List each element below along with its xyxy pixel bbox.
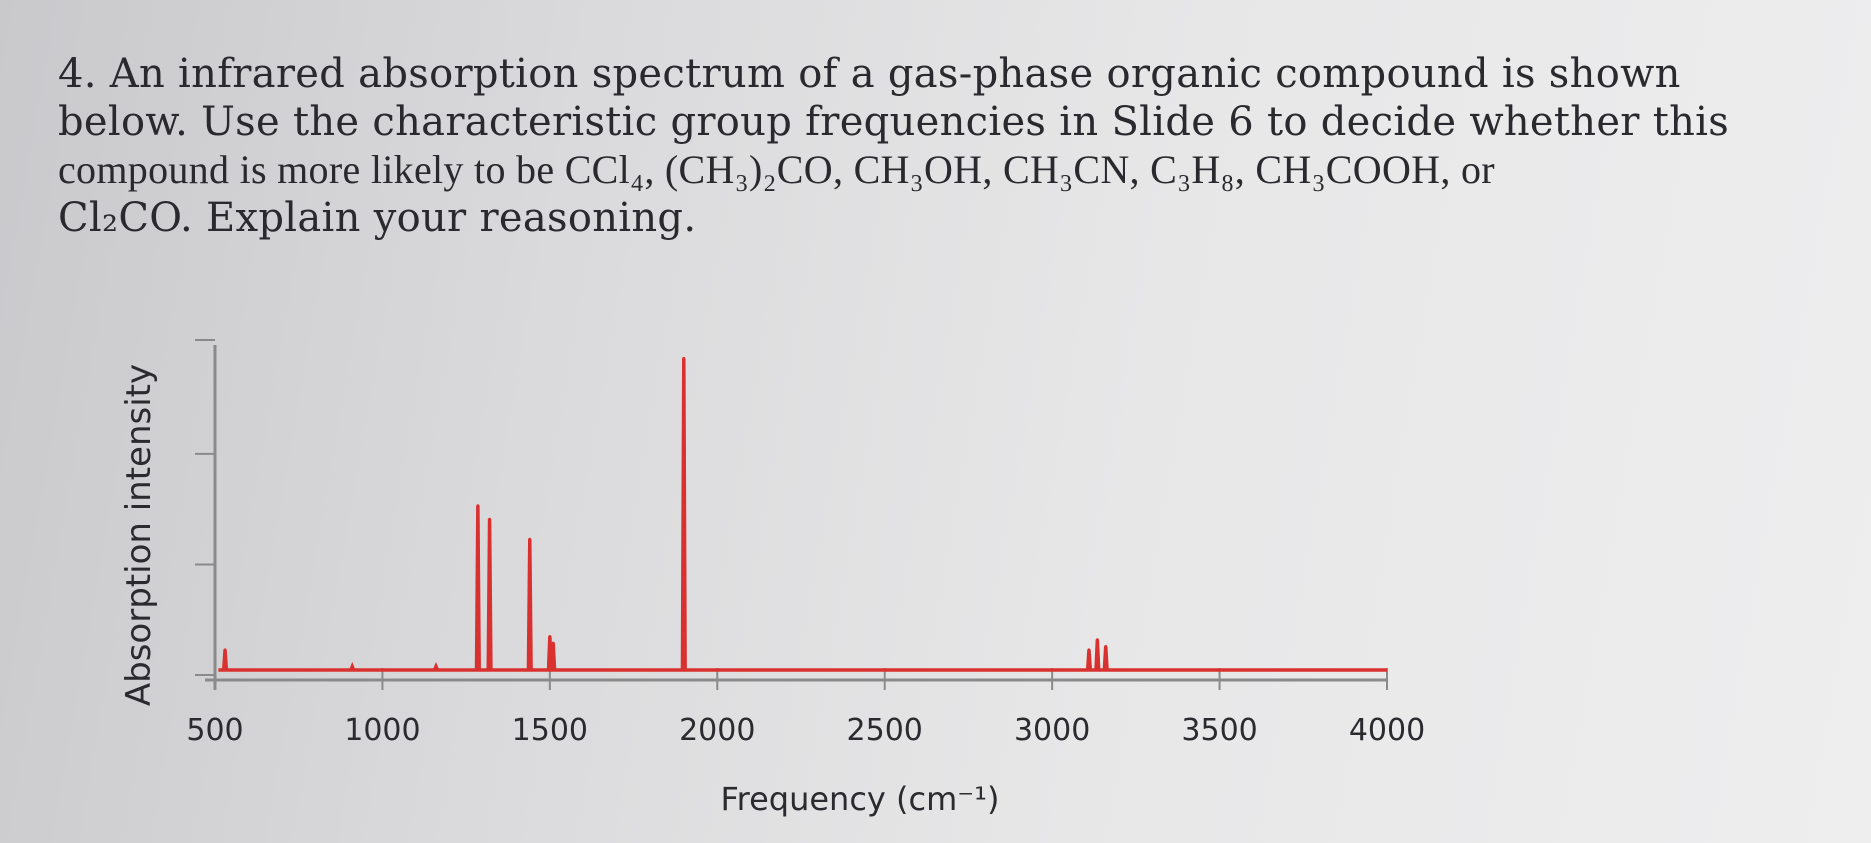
x-tick-label: 3000	[1014, 713, 1090, 748]
x-tick-label: 1500	[512, 713, 588, 748]
question-line-4: Cl₂CO. Explain your reasoning.	[58, 195, 697, 241]
question-text: 4. An infrared absorption spectrum of a …	[58, 50, 1730, 242]
x-tick-label: 2000	[679, 713, 755, 748]
peak-point	[434, 665, 438, 669]
peak-point	[488, 517, 492, 521]
question-line-1: 4. An infrared absorption spectrum of a …	[58, 51, 1681, 97]
spectrum-line	[218, 358, 1387, 672]
x-tick-label: 3500	[1181, 713, 1257, 748]
question-line-2: below. Use the characteristic group freq…	[58, 99, 1730, 145]
peak-point	[1095, 638, 1099, 642]
x-ticks: 500 1000 1500 2000 2500 3000 3500 4000	[186, 668, 1425, 748]
x-tick-label: 2500	[847, 713, 923, 748]
peak-point	[528, 537, 532, 541]
peak-point	[223, 648, 227, 652]
x-axis-label: Frequency (cm⁻¹)	[721, 780, 1000, 818]
x-tick-label: 500	[186, 713, 243, 748]
spectrum-series	[218, 356, 1387, 672]
peak-point	[548, 634, 552, 638]
peak-point	[1104, 645, 1108, 648]
question-line-3: compound is more likely to be CCl₄, (CH₃…	[58, 147, 1495, 192]
peak-point	[682, 356, 686, 360]
y-axis-label: Absorption intensity	[119, 364, 159, 706]
x-tick-label: 1000	[344, 713, 420, 748]
x-tick-label: 4000	[1349, 713, 1425, 748]
peak-point	[551, 641, 555, 645]
chart-axes	[195, 339, 1387, 690]
peak-point	[1087, 648, 1091, 652]
peak-point	[350, 665, 354, 669]
peak-point	[476, 504, 480, 508]
